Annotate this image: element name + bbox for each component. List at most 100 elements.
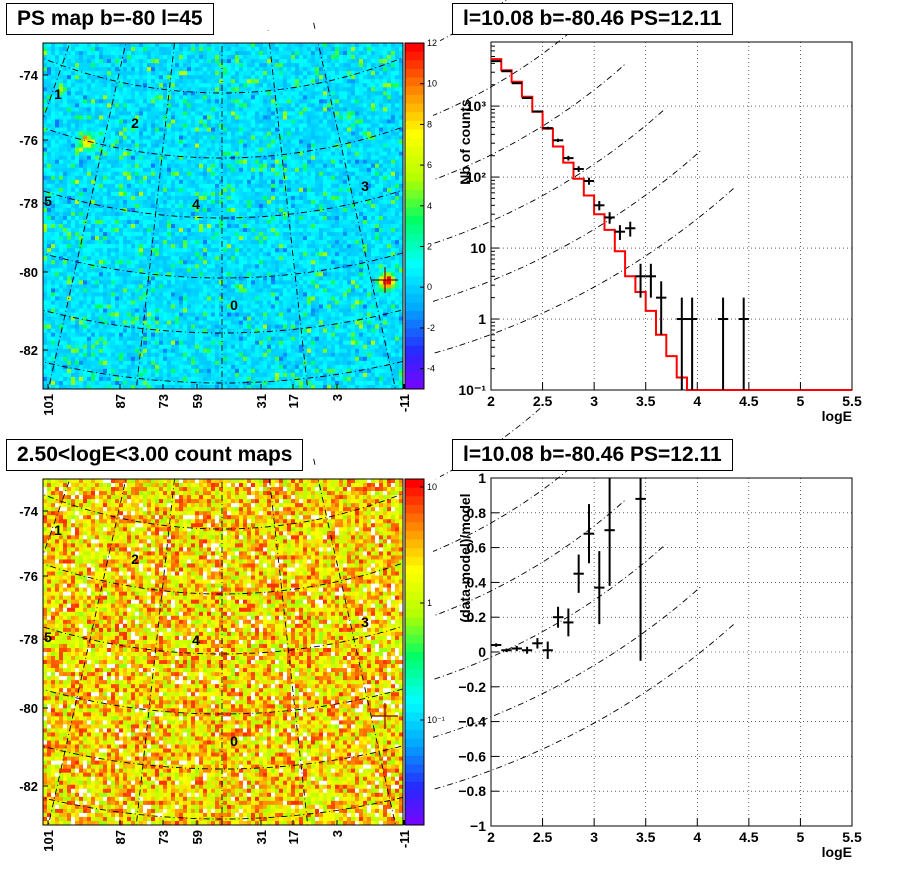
- title-count-map: 2.50<logE<3.00 count maps: [6, 439, 304, 471]
- y-tick-label: -78: [19, 632, 38, 647]
- data-point: [717, 297, 729, 390]
- data-point: [614, 225, 626, 240]
- data-point: [521, 646, 533, 654]
- grid-label-4: 4: [192, 632, 200, 648]
- data-point: [573, 166, 584, 172]
- title-residual: l=10.08 b=-80.46 PS=12.11: [452, 439, 733, 471]
- x-tick-label: 31: [254, 394, 269, 408]
- data-point: [542, 641, 553, 659]
- colorbar-tick-label: 10: [427, 79, 437, 89]
- grid-lines: [491, 42, 852, 390]
- grid-label-2: 2: [131, 115, 139, 131]
- data-point: [583, 504, 595, 564]
- data-point: [552, 138, 564, 143]
- data-point: [594, 201, 605, 211]
- data-point: [532, 110, 543, 113]
- data-point: [583, 177, 595, 185]
- x-tick-label: 4.5: [739, 829, 759, 845]
- x-tick-label: 3: [590, 829, 598, 845]
- y-tick-label: -82: [19, 343, 38, 358]
- y-tick-label: 1: [478, 470, 486, 486]
- data-point: [563, 608, 574, 637]
- data-point: [635, 478, 646, 661]
- data-point: [594, 551, 605, 625]
- residual-panel: 1 0.8 0.6 0.4 0.2 0 −0.2 −0.4 −0.6 −0.8 −12 2.5 3 3.5…: [457, 470, 862, 860]
- x-tick-label: 17: [286, 830, 301, 844]
- x-tick-label: 2: [487, 393, 495, 409]
- x-tick-label: -11: [397, 830, 412, 848]
- y-tick-label: −0.2: [458, 679, 486, 695]
- heatmap-cells: [43, 479, 404, 826]
- y-tick-label: -74: [19, 504, 39, 519]
- x-tick-label: 87: [113, 830, 128, 844]
- data-point: [521, 97, 533, 100]
- x-tick-label: 59: [190, 830, 205, 844]
- y-tick-label: -76: [19, 569, 38, 584]
- y-tick-label: 0.4: [467, 574, 487, 590]
- x-tick-label: 2: [487, 829, 495, 845]
- x-tick-label: 5: [797, 393, 805, 409]
- y-axis-label: Nb of counts: [457, 99, 473, 185]
- data-point: [604, 212, 615, 224]
- x-tick-label: 5.5: [842, 393, 862, 409]
- colorbar-tick-label: 12: [427, 38, 437, 48]
- data-point: [604, 478, 615, 586]
- data-point: [542, 126, 553, 130]
- colorbar: 10 1 10⁻¹: [404, 478, 445, 826]
- x-axis-label: logE: [822, 408, 852, 424]
- x-tick-label: 5.5: [842, 829, 862, 845]
- grid-label-4: 4: [192, 196, 200, 212]
- grid-label-0: 0: [230, 733, 238, 749]
- grid-label-5: 5: [44, 629, 52, 645]
- map-frame: [42, 478, 404, 826]
- source-marker: [372, 703, 398, 729]
- grid-label-1: 1: [54, 86, 62, 102]
- colorbar-tick-label: 1: [427, 598, 432, 608]
- data-point: [563, 155, 574, 161]
- y-tick-label: −0.6: [458, 748, 486, 764]
- grid-lines: [491, 478, 852, 826]
- source-marker: [372, 267, 398, 293]
- x-tick-label: 4: [693, 829, 701, 845]
- colorbar-tick-label: 8: [427, 119, 432, 129]
- plot-frame: [490, 41, 853, 391]
- colorbar-tick-label: 10⁻¹: [427, 715, 445, 725]
- y-tick-label: -82: [19, 779, 38, 794]
- colorbar-tick-label: 6: [427, 160, 432, 170]
- data-point: [511, 645, 522, 652]
- x-tick-label: -11: [397, 394, 412, 412]
- data-point: [532, 638, 543, 649]
- x-tick-label: 3.5: [636, 393, 656, 409]
- y-tick-label: -76: [19, 133, 38, 148]
- y-tick-label: −0.4: [458, 714, 486, 730]
- y-tick-label: -78: [19, 196, 38, 211]
- y-tick-label: −1: [470, 818, 486, 834]
- y-axis-label: (data-model)/model: [457, 493, 473, 622]
- title-ps-map: PS map b=-80 l=45: [6, 3, 214, 35]
- x-tick-label: 4.5: [739, 393, 759, 409]
- y-tick-label: 10⁻¹: [458, 382, 486, 398]
- data-point: [511, 82, 522, 85]
- y-tick-label: −0.8: [458, 783, 486, 799]
- title-spectrum: l=10.08 b=-80.46 PS=12.11: [452, 3, 733, 35]
- data-point: [501, 648, 512, 652]
- y-tick-label: 10²: [466, 169, 487, 185]
- grid-label-3: 3: [361, 614, 369, 630]
- data-point: [552, 606, 564, 628]
- y-tick-label: 1: [478, 311, 486, 327]
- data-point: [635, 263, 646, 298]
- y-tick-label: 10³: [466, 98, 487, 114]
- y-tick-label: 0.2: [467, 609, 487, 625]
- x-tick-label: 17: [286, 394, 301, 408]
- x-tick-label: 4: [693, 393, 701, 409]
- data-point: [676, 297, 687, 390]
- data-point: [491, 643, 502, 647]
- y-tick-label: -80: [19, 701, 38, 716]
- y-tick-label: -74: [19, 68, 39, 83]
- colorbar-tick-label: 0: [427, 282, 432, 292]
- colorbar: 12 10 8 6 4 2 0 -2 -4: [404, 38, 437, 390]
- model-line: [491, 58, 852, 391]
- data-point: [738, 297, 749, 390]
- data-point: [491, 60, 502, 63]
